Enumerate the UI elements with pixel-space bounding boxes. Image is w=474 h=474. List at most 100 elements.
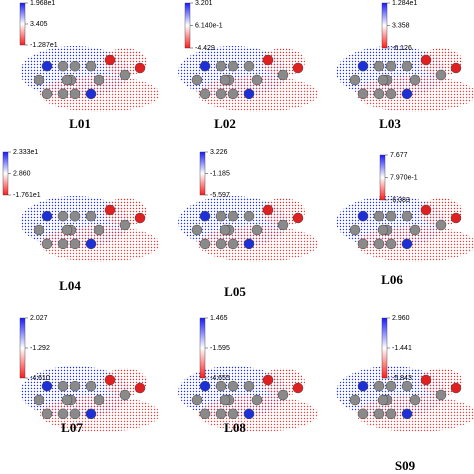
atom: [262, 54, 274, 66]
atom: [385, 408, 397, 420]
atom: [277, 389, 289, 401]
atom: [93, 74, 105, 86]
panel-label: L02: [214, 116, 236, 131]
atom: [41, 408, 53, 420]
atom: [134, 382, 146, 394]
panel-label: L06: [381, 272, 403, 287]
atom: [401, 238, 413, 250]
atom: [57, 380, 69, 392]
atom: [93, 394, 105, 406]
atom: [134, 212, 146, 224]
atom: [349, 394, 361, 406]
atom: [199, 88, 211, 100]
panel: 1.465 -1.595 -4.655 L08: [178, 315, 318, 435]
panel: 3.201 6.140e-1 -4.429 L02: [178, 0, 318, 131]
color-bar-label: 7.677: [390, 152, 408, 159]
atom: [243, 210, 255, 222]
color-bar-label: -1.185: [210, 170, 230, 177]
atom: [85, 380, 97, 392]
panel: 1.284e1 3.358 -6.126 L03: [336, 0, 474, 131]
atom: [61, 74, 73, 86]
atom: [435, 389, 447, 401]
atom: [373, 88, 385, 100]
atom: [401, 60, 413, 72]
color-bar: [184, 2, 191, 49]
atom: [119, 69, 131, 81]
atom: [219, 74, 231, 86]
color-bar-label: 1.968e1: [30, 0, 55, 7]
atom: [41, 380, 53, 392]
atom: [385, 238, 397, 250]
atom: [104, 54, 116, 66]
atom: [215, 380, 227, 392]
atom: [357, 380, 369, 392]
panel: 7.677 7.970e-1 -6.083 L06: [336, 152, 474, 287]
color-bar: [381, 317, 388, 379]
panel-label: L05: [224, 284, 246, 299]
atom: [85, 210, 97, 222]
atom: [33, 74, 45, 86]
atom: [373, 380, 385, 392]
color-bar-label: -6.126: [392, 45, 412, 52]
atom: [69, 60, 81, 72]
atom: [373, 408, 385, 420]
atom: [401, 210, 413, 222]
atom: [227, 238, 239, 250]
color-bar-label: -1.595: [210, 345, 230, 352]
atom: [215, 210, 227, 222]
color-bar: [19, 317, 26, 379]
atom: [61, 224, 73, 236]
atom: [292, 212, 304, 224]
atom: [401, 380, 413, 392]
color-bar-label: -5.843: [392, 375, 412, 382]
atom: [243, 88, 255, 100]
atom: [373, 210, 385, 222]
panel: 3.226 -1.185 -5.597 L05: [178, 149, 318, 299]
color-bar-label: 6.140e-1: [195, 22, 223, 29]
atom: [251, 224, 263, 236]
atom: [41, 238, 53, 250]
atom: [420, 374, 432, 386]
atom: [262, 204, 274, 216]
atom: [199, 60, 211, 72]
atom: [357, 210, 369, 222]
color-bar-label: 1.465: [210, 315, 228, 322]
atom: [227, 88, 239, 100]
atom: [409, 394, 421, 406]
atom: [215, 88, 227, 100]
color-bar-label: -6.083: [390, 197, 410, 204]
atom: [373, 238, 385, 250]
atom: [85, 408, 97, 420]
atom: [41, 210, 53, 222]
atom: [373, 60, 385, 72]
atom: [357, 238, 369, 250]
color-bar: [2, 151, 9, 196]
color-bar-label: -5.597: [210, 192, 230, 199]
atom: [119, 389, 131, 401]
atom: [57, 238, 69, 250]
atom: [191, 74, 203, 86]
atom: [69, 380, 81, 392]
atom: [450, 212, 462, 224]
atom: [199, 238, 211, 250]
atom: [385, 60, 397, 72]
color-bar-label: 3.226: [210, 149, 228, 156]
atom: [243, 60, 255, 72]
atom: [243, 408, 255, 420]
atom: [409, 74, 421, 86]
atom: [41, 60, 53, 72]
atom: [85, 88, 97, 100]
atom: [292, 382, 304, 394]
color-bar-label: 3.201: [195, 0, 213, 7]
atom: [385, 380, 397, 392]
atom: [227, 60, 239, 72]
atom: [251, 74, 263, 86]
color-bar-label: -1.441: [392, 345, 412, 352]
atom: [219, 224, 231, 236]
atom: [57, 60, 69, 72]
atom: [277, 219, 289, 231]
atom: [435, 69, 447, 81]
atom: [409, 224, 421, 236]
atom: [292, 62, 304, 74]
